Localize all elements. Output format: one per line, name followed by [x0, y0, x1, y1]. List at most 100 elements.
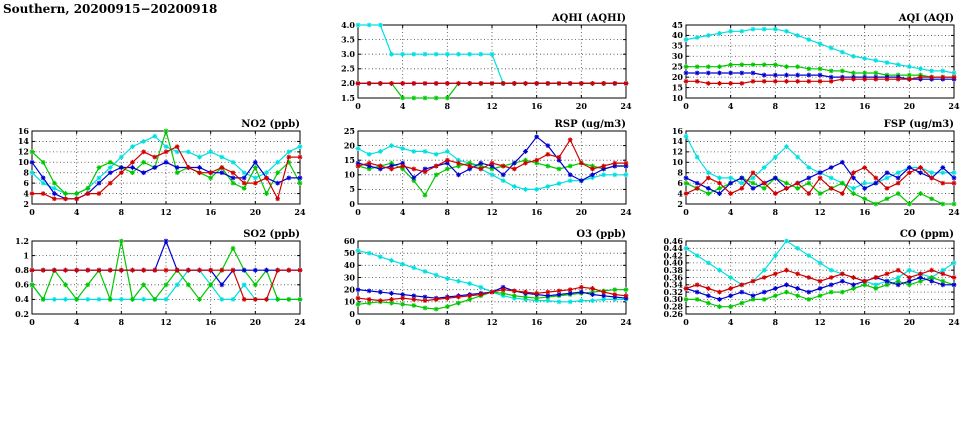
svg-text:0: 0 [683, 207, 689, 217]
svg-text:12: 12 [486, 317, 497, 327]
svg-text:30: 30 [344, 272, 356, 282]
svg-text:45: 45 [672, 20, 683, 30]
svg-text:0.38: 0.38 [664, 265, 684, 275]
svg-text:4: 4 [23, 188, 29, 198]
svg-text:12: 12 [160, 207, 171, 217]
svg-text:0.40: 0.40 [664, 258, 684, 268]
svg-text:6: 6 [23, 178, 29, 188]
svg-text:0: 0 [29, 207, 35, 217]
svg-text:25: 25 [344, 126, 355, 136]
svg-text:20: 20 [576, 101, 588, 111]
svg-text:24: 24 [948, 207, 960, 217]
svg-text:16: 16 [859, 317, 871, 327]
svg-text:24: 24 [620, 317, 632, 327]
svg-text:60: 60 [344, 236, 356, 246]
svg-text:10: 10 [672, 157, 684, 167]
svg-text:4: 4 [400, 101, 406, 111]
svg-text:12: 12 [160, 317, 171, 327]
chart-aqhi: AQHI (AQHI) 1.5 2.0 2.5 3.0 3.5 4.0 0 4 8 12 16 20 24 [328, 12, 632, 118]
chart-title: RSP (ug/m3) [555, 119, 626, 130]
svg-text:0.36: 0.36 [664, 272, 684, 282]
svg-text:40: 40 [344, 260, 356, 270]
svg-text:0: 0 [683, 317, 689, 327]
svg-text:4: 4 [400, 317, 406, 327]
svg-text:16: 16 [672, 126, 684, 136]
svg-text:8: 8 [119, 207, 125, 217]
svg-text:8: 8 [445, 207, 451, 217]
svg-text:12: 12 [18, 147, 29, 157]
svg-text:20: 20 [250, 207, 262, 217]
chart-canvas-aqhi: AQHI (AQHI) 1.5 2.0 2.5 3.0 3.5 4.0 0 4 8 12 16 20 24 [341, 13, 632, 111]
chart-title: AQI (AQI) [898, 13, 954, 24]
svg-text:8: 8 [773, 101, 779, 111]
svg-text:25: 25 [672, 62, 683, 72]
chart-rsp: RSP (ug/m3) 0 5 10 15 20 25 0 4 8 12 16 20 24 [328, 118, 632, 224]
svg-text:16: 16 [531, 207, 543, 217]
svg-text:0.4: 0.4 [15, 294, 29, 304]
svg-text:16: 16 [18, 126, 30, 136]
svg-text:4: 4 [74, 207, 80, 217]
svg-text:20: 20 [344, 284, 356, 294]
svg-text:8: 8 [23, 168, 29, 178]
svg-text:15: 15 [344, 155, 355, 165]
svg-text:8: 8 [119, 317, 125, 327]
svg-text:24: 24 [948, 101, 960, 111]
svg-text:12: 12 [814, 207, 825, 217]
svg-text:4: 4 [400, 207, 406, 217]
chart-aqi: AQI (AQI) 10 15 20 25 30 35 40 45 0 4 8 12 16 20 24 [656, 12, 960, 118]
chart-canvas-co: CO (ppm) 0.260.280.300.320.340.360.380.40… [664, 229, 960, 327]
svg-text:8: 8 [773, 207, 779, 217]
svg-text:2.0: 2.0 [341, 78, 355, 88]
svg-text:20: 20 [576, 317, 588, 327]
chart-canvas-rsp: RSP (ug/m3) 0 5 10 15 20 25 0 4 8 12 16 20 24 [344, 119, 632, 217]
chart-co: CO (ppm) 0.26 0.28 0.30 0.32 0.34 0.36 0.38 0.40… [656, 228, 960, 334]
svg-text:12: 12 [814, 101, 825, 111]
svg-text:0.46: 0.46 [664, 236, 684, 246]
svg-text:20: 20 [904, 101, 916, 111]
svg-text:16: 16 [531, 101, 543, 111]
svg-text:20: 20 [904, 317, 916, 327]
svg-text:0.8: 0.8 [15, 265, 29, 275]
svg-text:30: 30 [672, 51, 684, 61]
svg-text:4: 4 [74, 317, 80, 327]
svg-text:1.5: 1.5 [341, 93, 355, 103]
svg-text:24: 24 [620, 101, 632, 111]
svg-text:5: 5 [349, 184, 355, 194]
svg-text:0.30: 0.30 [664, 294, 684, 304]
svg-text:10: 10 [18, 157, 30, 167]
svg-text:10: 10 [344, 170, 356, 180]
svg-text:50: 50 [344, 248, 356, 258]
svg-text:3.0: 3.0 [341, 49, 355, 59]
svg-text:0: 0 [29, 317, 35, 327]
svg-text:4: 4 [728, 207, 734, 217]
chart-title: CO (ppm) [900, 229, 954, 240]
svg-text:0.42: 0.42 [664, 250, 683, 260]
svg-text:4: 4 [728, 317, 734, 327]
svg-text:2: 2 [23, 199, 29, 209]
svg-text:24: 24 [948, 317, 960, 327]
chart-title: FSP (ug/m3) [884, 119, 954, 130]
svg-text:1: 1 [23, 250, 29, 260]
chart-so2: SO2 (ppb) 0.2 0.4 0.6 0.8 1 1.2 0 4 8 12 16 20 24 [2, 228, 306, 334]
svg-text:24: 24 [620, 207, 632, 217]
svg-text:8: 8 [445, 101, 451, 111]
svg-text:20: 20 [672, 72, 684, 82]
chart-title: NO2 (ppb) [241, 119, 300, 130]
svg-text:14: 14 [672, 136, 684, 146]
svg-text:16: 16 [859, 207, 871, 217]
svg-text:0.28: 0.28 [664, 302, 684, 312]
svg-text:0: 0 [355, 207, 361, 217]
svg-text:20: 20 [344, 140, 356, 150]
svg-text:8: 8 [677, 168, 683, 178]
svg-text:10: 10 [344, 297, 356, 307]
svg-text:20: 20 [576, 207, 588, 217]
svg-text:4: 4 [677, 188, 683, 198]
svg-text:0.32: 0.32 [664, 287, 683, 297]
chart-title: O3 (ppb) [576, 229, 626, 240]
chart-title: SO2 (ppb) [243, 229, 300, 240]
svg-text:1.2: 1.2 [15, 236, 29, 246]
svg-text:2.5: 2.5 [341, 64, 355, 74]
